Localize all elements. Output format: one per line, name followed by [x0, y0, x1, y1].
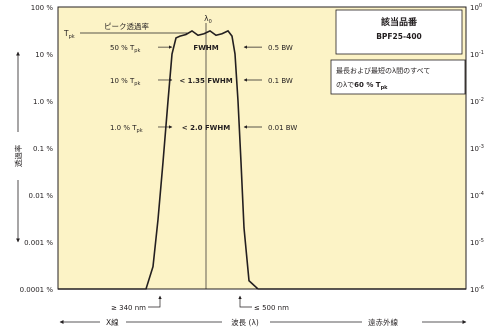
- y-tick-right-label: 10-5: [470, 238, 484, 247]
- annotation-width: < 2.0 FWHM: [182, 124, 231, 132]
- transmission-curve: [58, 29, 466, 290]
- y-axis-right-ticks: 100 10-1 10-2 10-3 10-4 10-5 10-6: [470, 3, 484, 294]
- marker-pointer: [148, 295, 162, 308]
- annotation-bandwidth: 0.5 BW: [268, 44, 293, 52]
- tpk-axis-label: Tpk: [63, 29, 75, 40]
- y-tick-right-label: 10-1: [470, 50, 484, 59]
- x-right-label: 遠赤外線: [368, 317, 398, 327]
- product-box: 該当品番 BPF25-400: [335, 9, 463, 55]
- bandwidth-annotations: 50 % Tpk FWHM 0.5 BW 10 % Tpk < 1.35 FWHM 0.1…: [110, 44, 297, 134]
- y-tick-right-label: 10-4: [470, 191, 484, 200]
- peak-transmission-label: ピーク透過率: [104, 21, 149, 31]
- wavelength-markers: ≥ 340 nm ≤ 500 nm: [111, 295, 289, 312]
- y-axis-left-ticks: 100 % 10 % 1.0 % 0.1 % 0.01 % 0.001 % 0.0001 %: [20, 4, 54, 294]
- y-tick-left-label: 0.001 %: [24, 239, 53, 247]
- annotation-percent: 10 % Tpk: [110, 77, 140, 87]
- annotation-bandwidth: 0.01 BW: [268, 124, 297, 132]
- annotation-bandwidth: 0.1 BW: [268, 77, 293, 85]
- y-tick-right-label: 100: [470, 3, 482, 12]
- y-tick-right-label: 10-3: [470, 144, 484, 153]
- wavelength-marker-label: ≤ 500 nm: [254, 304, 289, 312]
- wavelength-marker-label: ≥ 340 nm: [111, 304, 146, 312]
- product-box-heading: 該当品番: [381, 16, 418, 28]
- y-tick-left-label: 0.01 %: [29, 192, 54, 200]
- x-left-label: X線: [106, 317, 119, 327]
- y-tick-right-label: 10-6: [470, 285, 484, 294]
- note-line1: 最長および最短のλ間のすべて: [336, 66, 430, 75]
- y-tick-left-label: 1.0 %: [33, 98, 53, 106]
- y-axis-label: 透過率: [13, 144, 23, 167]
- annotation-percent: 50 % Tpk: [110, 44, 140, 54]
- note-box: 最長および最短のλ間のすべて のλで60 % Tpk: [330, 59, 466, 95]
- annotation-percent: 1.0 % Tpk: [110, 124, 143, 134]
- annotation-width: < 1.35 FWHM: [179, 77, 232, 85]
- product-part-number: BPF25-400: [376, 32, 422, 41]
- x-axis-label: 波長 (λ): [231, 317, 259, 327]
- x-axis-label-group: X線 波長 (λ) 遠赤外線: [59, 317, 467, 327]
- y-tick-left-label: 0.0001 %: [20, 286, 54, 294]
- y-tick-left-label: 100 %: [31, 4, 54, 12]
- y-tick-left-label: 10 %: [35, 51, 53, 59]
- y-tick-right-label: 10-2: [470, 97, 484, 106]
- y-axis-label-group: 透過率: [13, 51, 23, 243]
- y-tick-left-label: 0.1 %: [33, 145, 53, 153]
- marker-pointer: [238, 295, 252, 308]
- note-line2: のλで60 % Tpk: [336, 81, 388, 91]
- center-wavelength-label: λ0: [204, 14, 212, 25]
- annotation-width: FWHM: [193, 44, 218, 52]
